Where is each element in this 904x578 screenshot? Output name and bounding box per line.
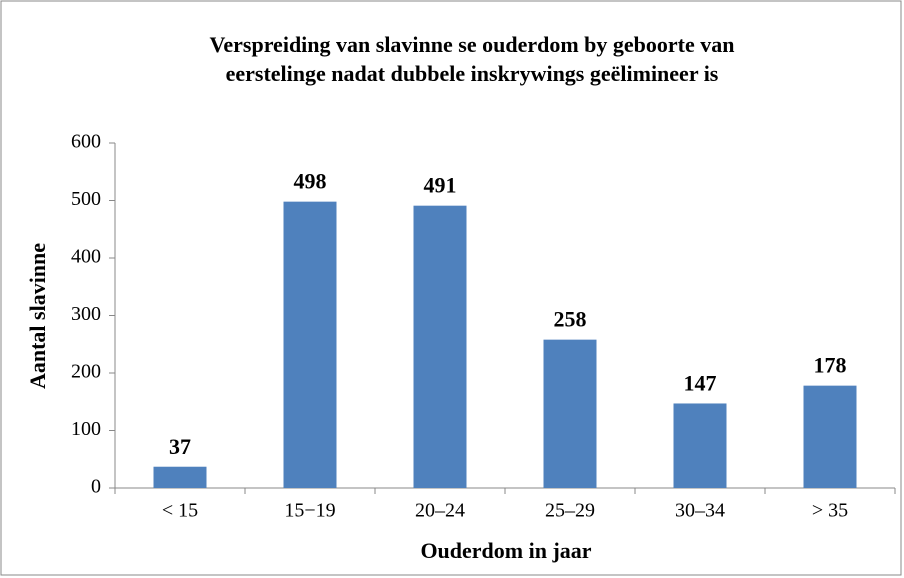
x-tick-label: > 35 [812,500,848,522]
y-tick-label: 100 [71,418,101,440]
value-label: 37 [169,434,191,459]
y-tick-label: 600 [71,131,101,153]
bar [803,385,857,488]
y-tick-label: 200 [71,361,101,383]
value-label: 258 [554,307,587,332]
value-label: 147 [684,371,717,396]
bar [153,466,207,488]
bar [673,403,727,488]
x-tick-label: 15−19 [284,500,335,522]
bar [283,201,337,488]
bar [543,339,597,488]
value-label: 498 [294,169,327,194]
value-label: 491 [424,173,457,198]
y-tick-label: 400 [71,246,101,268]
y-tick-label: 300 [71,303,101,325]
y-axis-label: Aantal slavinne [25,243,50,389]
value-label: 178 [814,353,847,378]
x-tick-label: < 15 [162,500,198,522]
chart-title: Verspreiding van slavinne se ouderdom by… [210,32,735,57]
x-tick-label: 30–34 [675,500,725,522]
x-tick-label: 20–24 [415,500,465,522]
y-tick-label: 500 [71,188,101,210]
bar [413,205,467,489]
y-tick-label: 0 [91,476,101,498]
x-tick-label: 25–29 [545,500,595,522]
x-axis-label: Ouderdom in jaar [420,538,591,563]
chart-title: eerstelinge nadat dubbele inskrywings ge… [226,61,719,86]
